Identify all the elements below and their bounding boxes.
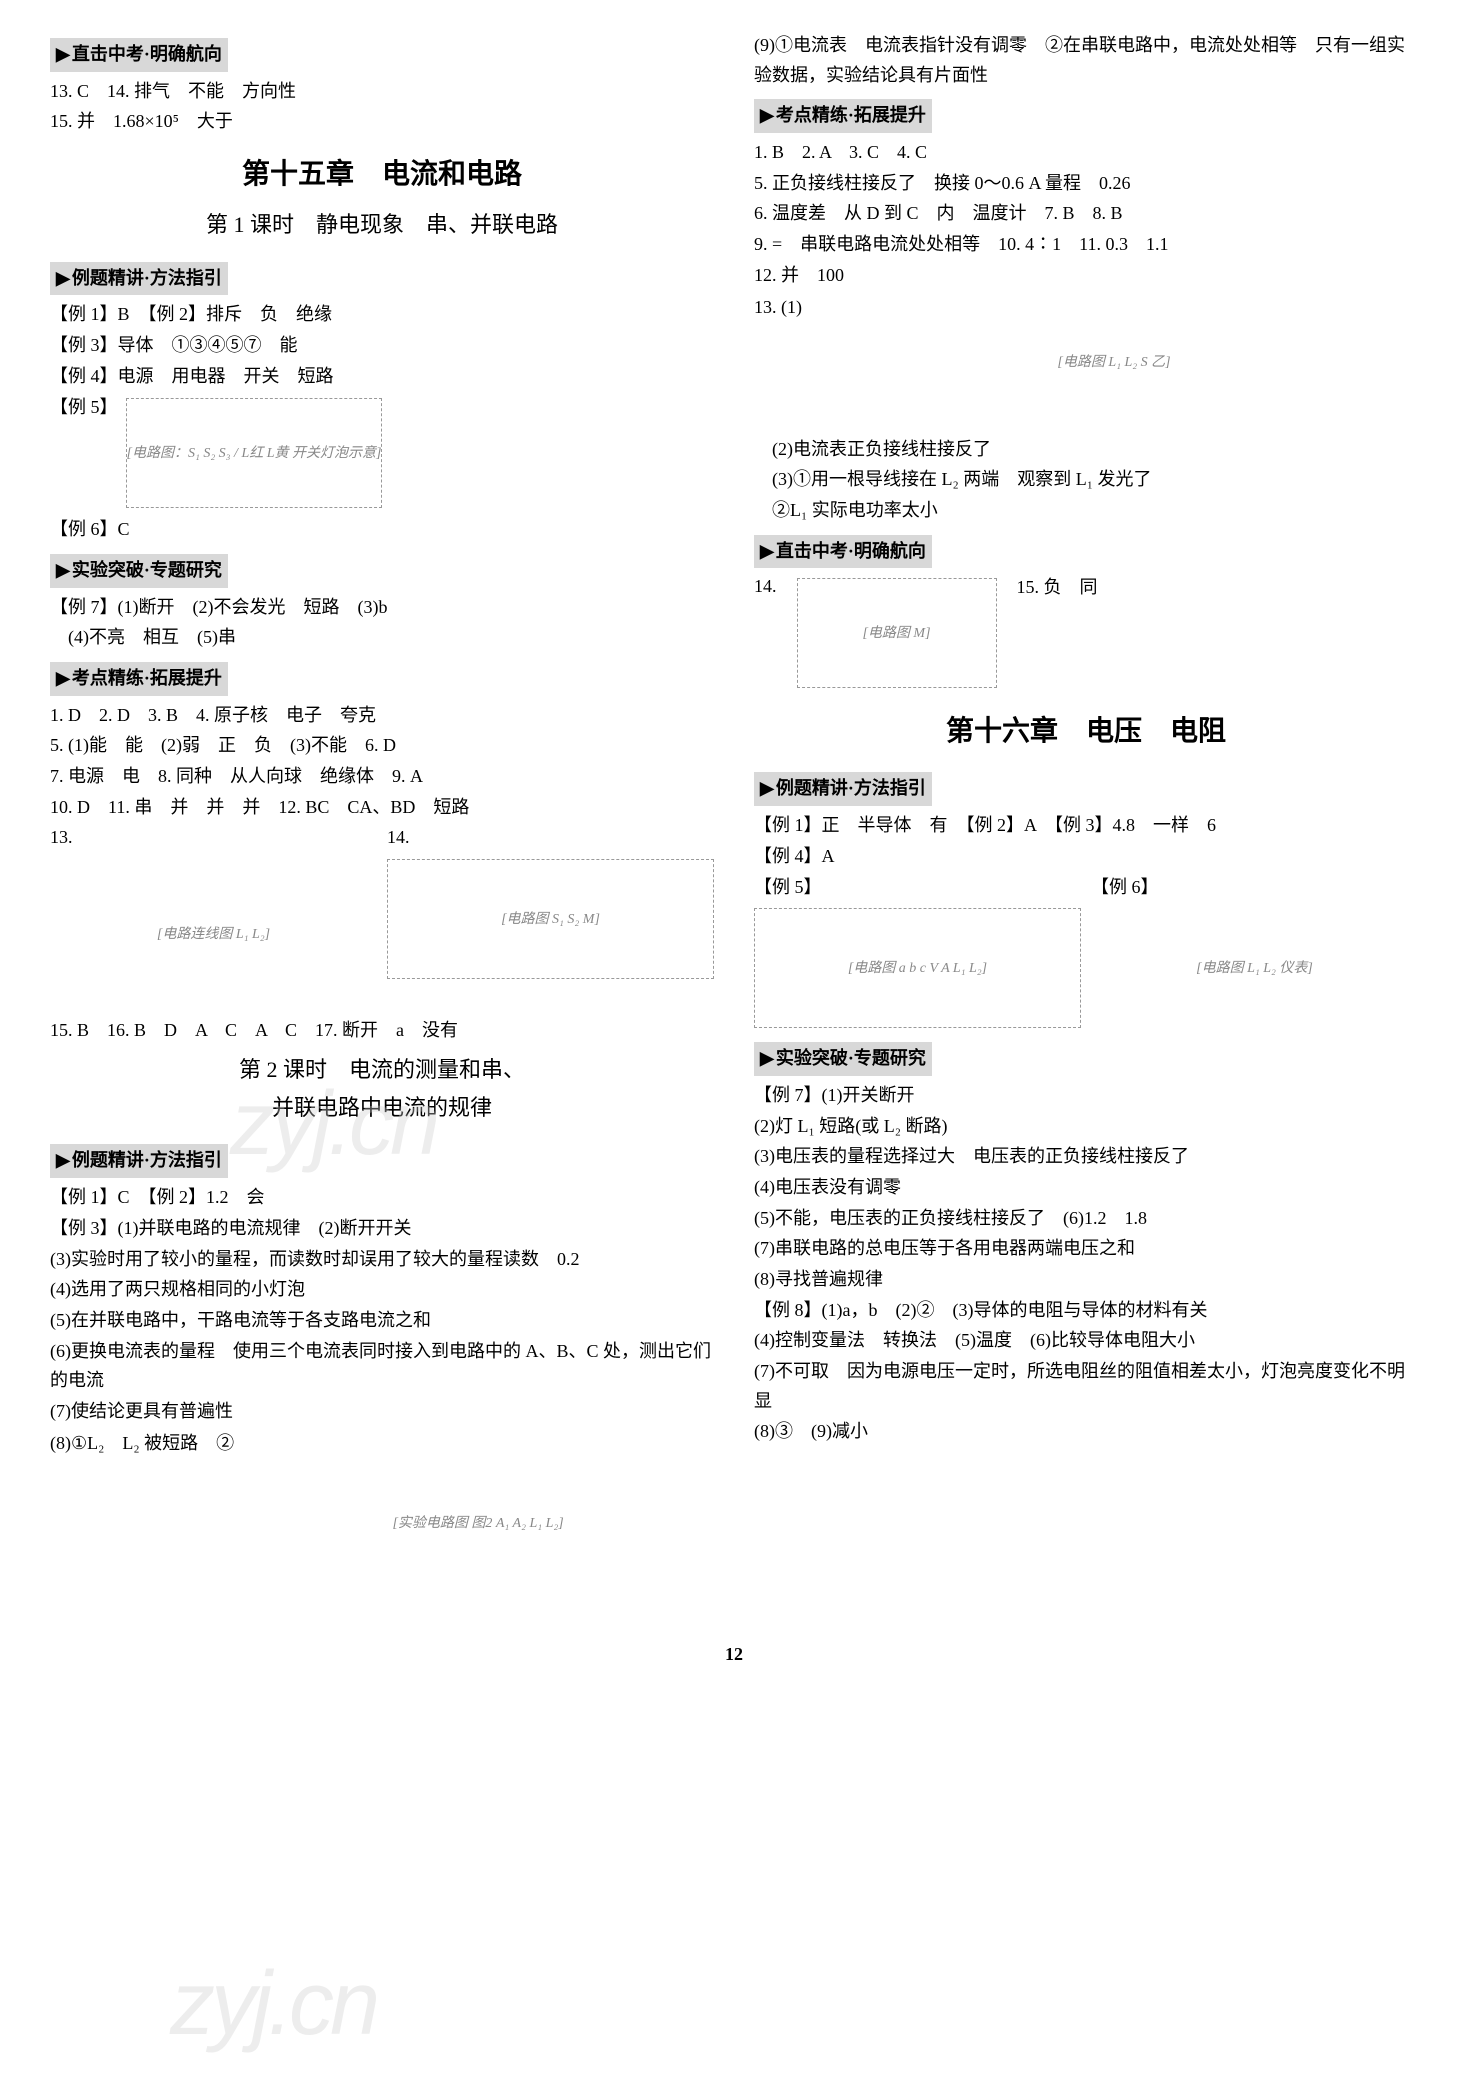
answer-line: (9)①电流表 电流表指针没有调零 ②在串联电路中，电流处处相等 只有一组实验数… [754,31,1418,90]
answer-line: (5)不能，电压表的正负接线柱接反了 (6)1.2 1.8 [754,1204,1418,1234]
answer-line: 15. B 16. B D A C A C 17. 断开 a 没有 [50,1016,714,1046]
answer-line: (3)电压表的量程选择过大 电压表的正负接线柱接反了 [754,1142,1418,1172]
answer-line: (6)更换电流表的量程 使用三个电流表同时接入到电路中的 A、B、C 处，测出它… [50,1337,714,1396]
answer-line: 15. 并 1.68×10⁵ 大于 [50,107,714,137]
answer-line: 【例 1】正 半导体 有 【例 2】A 【例 3】4.8 一样 6 [754,811,1418,841]
page-number: 12 [50,1640,1418,1670]
answer-line: 1. D 2. D 3. B 4. 原子核 电子 夸克 [50,701,714,731]
lesson-title: 第 1 课时 静电现象 串、并联电路 [50,207,714,243]
section-header: 实验突破·专题研究 [50,554,228,588]
section-header: 直击中考·明确航向 [50,38,228,72]
answer-line: 15. 负 同 [1017,573,1098,603]
lesson-title: 并联电路中电流的规律 [50,1090,714,1126]
right-column: (9)①电流表 电流表指针没有调零 ②在串联电路中，电流处处相等 只有一组实验数… [754,30,1418,1620]
section-header: 例题精讲·方法指引 [50,262,228,296]
answer-line: 10. D 11. 串 并 并 并 12. BC CA、BD 短路 [50,793,714,823]
answer-line: (4)控制变量法 转换法 (5)温度 (6)比较导体电阻大小 [754,1326,1418,1356]
answer-line: 9. = 串联电路电流处处相等 10. 4∶1 11. 0.3 1.1 [754,230,1418,260]
section-header: 直击中考·明确航向 [754,535,932,569]
example-label: 【例 5】 [50,393,118,423]
circuit-figure: [电路图：S₁ S₂ S₃ / L红 L黄 开关灯泡示意] [126,398,383,508]
answer-line: 【例 7】(1)开关断开 [754,1081,1418,1111]
answer-line: (8)③ (9)减小 [754,1417,1418,1447]
circuit-figure: [电路连线图 L₁ L₂] [50,859,377,1009]
watermark: zyj.cn [170,1930,376,2079]
answer-line: 5. (1)能 能 (2)弱 正 负 (3)不能 6. D [50,731,714,761]
answer-line: (8)①L₂ L₂ 被短路 ② [50,1429,234,1459]
answer-line: 【例 4】电源 用电器 开关 短路 [50,362,714,392]
answer-line: (7)串联电路的总电压等于各用电器两端电压之和 [754,1234,1418,1264]
chapter-title: 第十五章 电流和电路 [50,151,714,197]
answer-line: 【例 1】C 【例 2】1.2 会 [50,1183,714,1213]
answer-line: (8)寻找普遍规律 [754,1265,1418,1295]
answer-line: 5. 正负接线柱接反了 换接 0～0.6 A 量程 0.26 [754,169,1418,199]
answer-line: (2)电流表正负接线柱接反了 [754,435,1418,465]
section-header: 例题精讲·方法指引 [50,1144,228,1178]
circuit-figure: [电路图 S₁ S₂ M] [387,859,714,979]
circuit-figure: [实验电路图 图2 A₁ A₂ L₁ L₂] [242,1434,714,1614]
answer-line: 【例 6】C [50,515,714,545]
lesson-title: 第 2 课时 电流的测量和串、 [50,1052,714,1088]
answer-line: (7)使结论更具有普遍性 [50,1397,714,1427]
item-label: 14. [754,572,777,602]
answer-line: 1. B 2. A 3. C 4. C [754,138,1418,168]
section-header: 考点精练·拓展提升 [50,662,228,696]
page-columns: 直击中考·明确航向 13. C 14. 排气 不能 方向性 15. 并 1.68… [50,30,1418,1620]
answer-line: (3)实验时用了较小的量程，而读数时却误用了较大的量程读数 0.2 [50,1245,714,1275]
circuit-figure: [电路图 L₁ L₂ S 乙] [810,298,1418,428]
section-header: 例题精讲·方法指引 [754,772,932,806]
answer-line: 13. C 14. 排气 不能 方向性 [50,77,714,107]
left-column: 直击中考·明确航向 13. C 14. 排气 不能 方向性 15. 并 1.68… [50,30,714,1620]
answer-line: 7. 电源 电 8. 同种 从人向球 绝缘体 9. A [50,762,714,792]
answer-line: 【例 3】(1)并联电路的电流规律 (2)断开开关 [50,1214,714,1244]
answer-line: (4)选用了两只规格相同的小灯泡 [50,1275,714,1305]
answer-line: 6. 温度差 从 D 到 C 内 温度计 7. B 8. B [754,199,1418,229]
answer-line: 【例 1】B 【例 2】排斥 负 绝缘 [50,300,714,330]
circuit-figure: [电路图 L₁ L₂ 仪表] [1091,908,1418,1028]
answer-line: ②L₁ 实际电功率太小 [754,496,1418,526]
item-label: 13. (1) [754,293,802,323]
example-label: 【例 5】 [754,877,822,897]
circuit-figure: [电路图 M] [797,578,997,688]
answer-line: 【例 8】(1)a，b (2)② (3)导体的电阻与导体的材料有关 [754,1296,1418,1326]
answer-line: 【例 3】导体 ①③④⑤⑦ 能 [50,331,714,361]
answer-line: (5)在并联电路中，干路电流等于各支路电流之和 [50,1306,714,1336]
item-label: 13. [50,827,73,847]
section-header: 实验突破·专题研究 [754,1042,932,1076]
circuit-figure: [电路图 a b c V A L₁ L₂] [754,908,1081,1028]
answer-line: 【例 7】(1)断开 (2)不会发光 短路 (3)b [50,593,714,623]
section-header: 考点精练·拓展提升 [754,99,932,133]
answer-line: (4)不亮 相互 (5)串 [50,623,714,653]
example-label: 【例 6】 [1091,877,1159,897]
answer-line: 【例 4】A [754,842,1418,872]
chapter-title: 第十六章 电压 电阻 [754,708,1418,754]
item-label: 14. [387,827,410,847]
answer-line: 12. 并 100 [754,261,1418,291]
answer-line: (2)灯 L₁ 短路(或 L₂ 断路) [754,1112,1418,1142]
answer-line: (4)电压表没有调零 [754,1173,1418,1203]
answer-line: (3)①用一根导线接在 L₂ 两端 观察到 L₁ 发光了 [754,465,1418,495]
answer-line: (7)不可取 因为电源电压一定时，所选电阻丝的阻值相差太小，灯泡亮度变化不明显 [754,1357,1418,1416]
